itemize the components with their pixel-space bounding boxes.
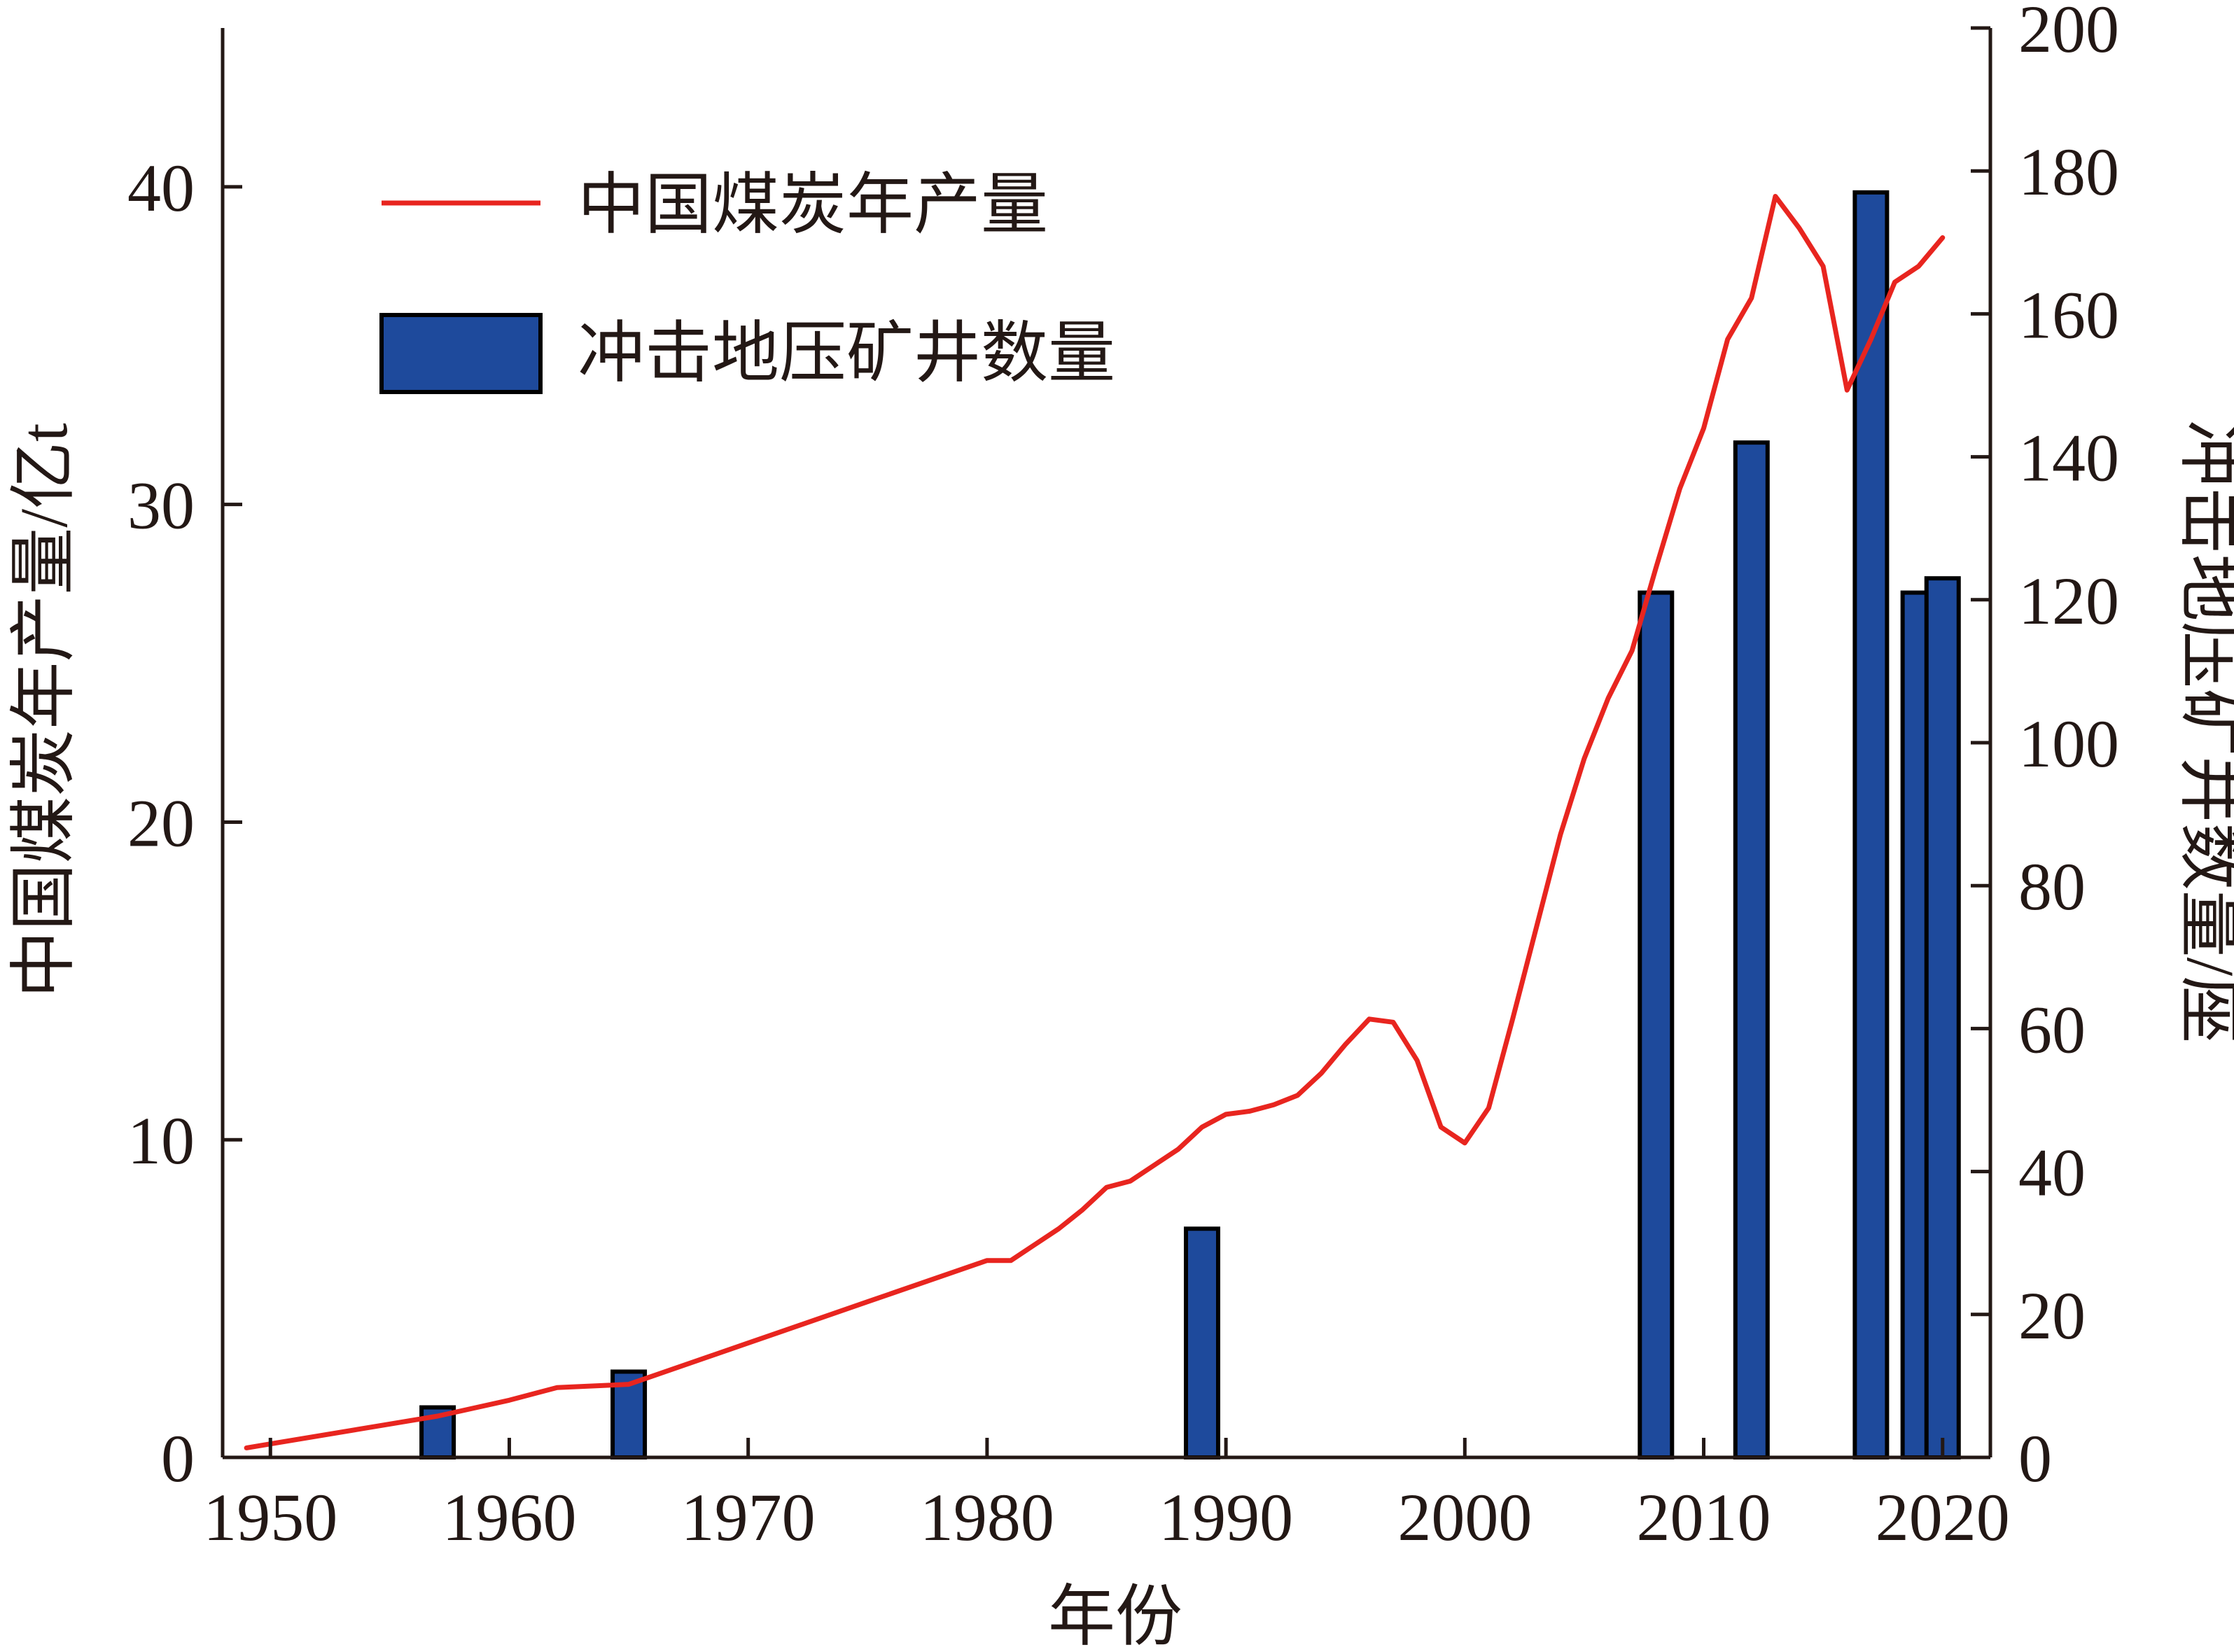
legend-bar-label: 冲击地压矿井数量 (578, 316, 1115, 391)
bars-layer (419, 190, 1961, 1460)
x-tick-label: 1980 (920, 1480, 1054, 1555)
ticks-layer: 1950 1960 1970 1980 1990 2000 2010 202001020304… (127, 0, 2119, 1555)
y-left-tick-label: 40 (127, 150, 195, 225)
legend-bar-swatch (379, 313, 543, 394)
y-right-tick-label: 140 (2018, 421, 2119, 496)
y-right-tick-label: 80 (2018, 849, 2086, 924)
y-right-tick-label: 120 (2018, 564, 2119, 638)
x-axis-title: 年份 (1048, 1579, 1182, 1648)
y-right-tick-label: 20 (2018, 1278, 2086, 1353)
y-left-tick-label: 30 (127, 468, 195, 543)
legend: 中国煤炭年产量 冲击地压矿井数量 (379, 167, 1115, 394)
axes-layer (221, 28, 1992, 1460)
y-right-tick-label: 60 (2018, 992, 2086, 1067)
x-tick-label: 2010 (1637, 1480, 1771, 1555)
bar (1638, 590, 1675, 1460)
y-left-axis-title: 中国煤炭年产量/亿t (6, 423, 81, 998)
x-tick-label: 1960 (442, 1480, 576, 1555)
y-right-tick-label: 40 (2018, 1135, 2086, 1210)
y-right-tick-label: 100 (2018, 706, 2119, 781)
y-right-tick-label: 160 (2018, 277, 2119, 352)
x-tick-label: 1990 (1159, 1480, 1293, 1555)
bar (1733, 440, 1770, 1460)
legend-line-label: 中国煤炭年产量 (578, 167, 1048, 242)
bar (1852, 190, 1890, 1460)
x-tick-label: 2000 (1397, 1480, 1532, 1555)
y-right-tick-label: 200 (2018, 0, 2119, 66)
y-left-tick-label: 20 (127, 785, 195, 860)
y-right-tick-label: 0 (2018, 1421, 2052, 1496)
x-tick-label: 2020 (1876, 1480, 2010, 1555)
production-line (244, 194, 1946, 1450)
y-right-tick-label: 180 (2018, 134, 2119, 209)
y-left-tick-label: 10 (127, 1103, 195, 1178)
x-tick-label: 1950 (203, 1480, 337, 1555)
y-left-tick-label: 0 (161, 1421, 195, 1496)
line-layer (244, 194, 1946, 1450)
y-right-axis-title: 冲击地压矿井数量/座 (2173, 420, 2234, 1044)
x-tick-label: 1970 (681, 1480, 816, 1555)
bar (1924, 576, 1961, 1460)
bar (1183, 1226, 1220, 1460)
